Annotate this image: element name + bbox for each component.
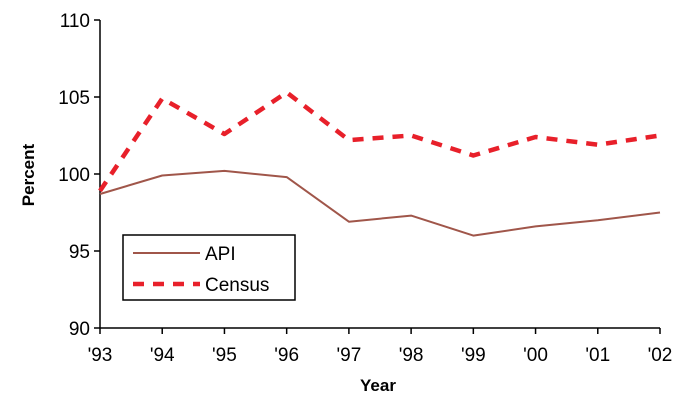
legend-label-api: API — [205, 244, 236, 265]
x-tick-label-8: '01 — [585, 345, 610, 366]
x-tick-label-3: '96 — [274, 345, 299, 366]
x-tick-label-6: '99 — [461, 345, 486, 366]
x-tick-label-5: '98 — [399, 345, 424, 366]
series-line-api — [99, 169, 661, 237]
series-line-census — [98, 90, 661, 193]
x-tick-label-7: '00 — [523, 345, 548, 366]
x-tick-label-9: '02 — [648, 345, 673, 366]
x-tick-label-0: '93 — [88, 345, 113, 366]
y-axis-title: Percent — [19, 143, 38, 206]
y-tick-label-90: 90 — [69, 319, 90, 340]
legend-label-census: Census — [205, 275, 269, 296]
x-tick-label-4: '97 — [337, 345, 362, 366]
legend-box — [122, 234, 296, 301]
x-tick-label-2: '95 — [212, 345, 237, 366]
axes: 90 95 100 105 110 '93 '94 '95 '96 '97 '98 '99 '00 '01… — [58, 11, 672, 366]
y-tick-label-100: 100 — [58, 165, 90, 186]
x-tick-label-1: '94 — [150, 345, 175, 366]
plot-area — [98, 90, 661, 237]
y-tick-label-95: 95 — [69, 242, 90, 263]
y-tick-label-105: 105 — [58, 88, 90, 109]
x-axis-title: Year — [360, 376, 396, 395]
y-tick-label-110: 110 — [60, 11, 90, 32]
legend: API Census — [122, 234, 296, 301]
